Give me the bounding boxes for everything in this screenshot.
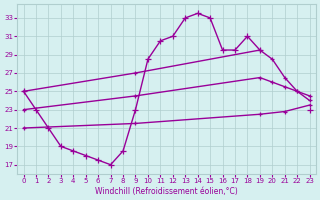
X-axis label: Windchill (Refroidissement éolien,°C): Windchill (Refroidissement éolien,°C) bbox=[95, 187, 238, 196]
